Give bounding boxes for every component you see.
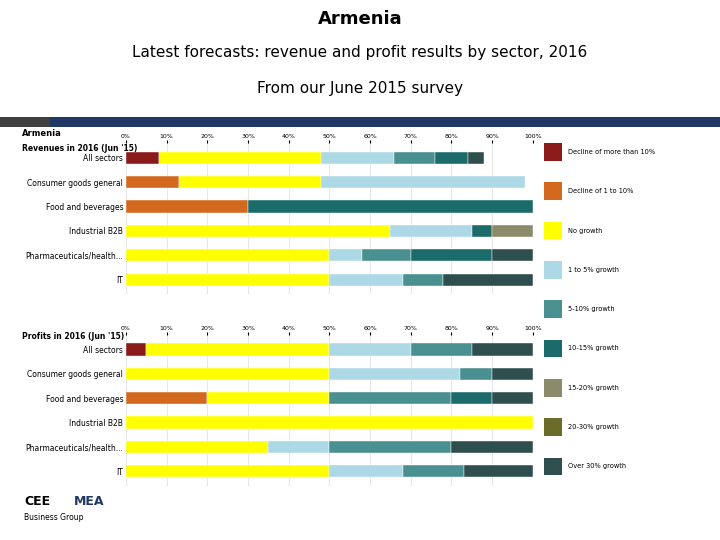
Text: Decline of more than 10%: Decline of more than 10% xyxy=(568,149,655,155)
Bar xyxy=(179,176,321,188)
Bar xyxy=(544,183,562,200)
Bar xyxy=(459,368,492,380)
Bar xyxy=(329,441,451,453)
Bar xyxy=(126,392,207,404)
Bar xyxy=(492,392,533,404)
Bar xyxy=(468,152,484,164)
Bar xyxy=(0,117,50,127)
Text: Revenues in 2016 (Jun '15): Revenues in 2016 (Jun '15) xyxy=(22,144,137,153)
Text: 1 to 5% growth: 1 to 5% growth xyxy=(568,267,619,273)
Bar xyxy=(390,225,472,237)
Bar xyxy=(472,225,492,237)
Text: 20-30% growth: 20-30% growth xyxy=(568,424,619,430)
Bar xyxy=(158,152,321,164)
Text: Over 30% growth: Over 30% growth xyxy=(568,463,626,469)
Text: Latest forecasts: revenue and profit results by sector, 2016: Latest forecasts: revenue and profit res… xyxy=(132,45,588,60)
Bar xyxy=(321,152,395,164)
Bar xyxy=(146,343,329,355)
Bar xyxy=(402,465,464,477)
Bar xyxy=(492,249,533,261)
Bar xyxy=(402,274,444,286)
Bar xyxy=(269,441,329,453)
Bar xyxy=(126,200,248,213)
Bar xyxy=(126,152,158,164)
Bar xyxy=(329,392,451,404)
Bar xyxy=(126,274,329,286)
Text: 5-10% growth: 5-10% growth xyxy=(568,306,615,312)
Text: No growth: No growth xyxy=(568,227,603,233)
Bar xyxy=(329,274,402,286)
Bar xyxy=(395,152,435,164)
Bar xyxy=(544,418,562,436)
Text: Profits in 2016 (Jun '15): Profits in 2016 (Jun '15) xyxy=(22,332,124,341)
Bar xyxy=(410,343,472,355)
Text: Armenia: Armenia xyxy=(22,129,61,138)
Bar xyxy=(451,441,533,453)
Text: 10-15% growth: 10-15% growth xyxy=(568,346,618,352)
Bar xyxy=(472,343,533,355)
Text: 15-20% growth: 15-20% growth xyxy=(568,384,619,391)
Bar xyxy=(126,368,329,380)
Bar xyxy=(126,176,179,188)
Bar xyxy=(435,152,468,164)
Bar xyxy=(126,249,329,261)
Bar xyxy=(329,368,459,380)
Bar xyxy=(329,249,362,261)
Bar xyxy=(362,249,410,261)
Bar xyxy=(444,274,533,286)
Bar xyxy=(126,441,269,453)
Bar xyxy=(321,176,525,188)
Bar xyxy=(544,300,562,318)
Text: Business Group: Business Group xyxy=(24,512,84,522)
Bar xyxy=(329,465,402,477)
Text: Armenia: Armenia xyxy=(318,10,402,28)
Text: CEE: CEE xyxy=(24,495,50,508)
Bar xyxy=(248,200,533,213)
Bar xyxy=(544,340,562,357)
Bar xyxy=(492,225,533,237)
Bar xyxy=(126,416,533,429)
Bar xyxy=(544,261,562,279)
Bar xyxy=(544,222,562,239)
Bar xyxy=(126,343,146,355)
Bar xyxy=(451,392,492,404)
Bar xyxy=(329,343,410,355)
Bar xyxy=(410,249,492,261)
Bar xyxy=(544,379,562,396)
Bar xyxy=(207,392,329,404)
Text: MEA: MEA xyxy=(73,495,104,508)
Bar xyxy=(464,465,533,477)
Bar xyxy=(544,143,562,161)
Bar xyxy=(544,457,562,475)
Text: Decline of 1 to 10%: Decline of 1 to 10% xyxy=(568,188,634,194)
Bar xyxy=(492,368,533,380)
Text: From our June 2015 survey: From our June 2015 survey xyxy=(257,81,463,96)
Bar xyxy=(126,225,390,237)
Bar xyxy=(126,465,329,477)
